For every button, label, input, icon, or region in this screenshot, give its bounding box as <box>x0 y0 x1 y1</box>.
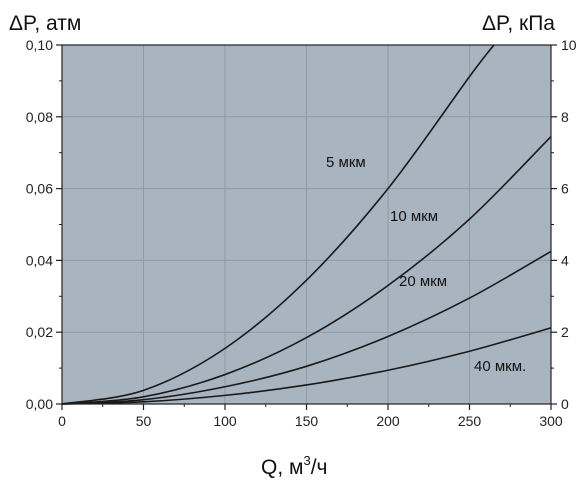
y-axis-right-title: ΔP, кПа <box>482 12 555 35</box>
y-right-tick-label: 0 <box>561 396 569 412</box>
x-tick-label: 200 <box>376 413 400 429</box>
series-label-3: 20 мкм <box>399 273 447 290</box>
y-right-tick-label: 2 <box>561 324 569 340</box>
x-tick-label: 300 <box>539 413 563 429</box>
curves: 5 мкм 10 мкм 20 мкм 40 мкм. <box>61 44 552 405</box>
x-axis-title-main: Q, м <box>261 456 303 479</box>
y-right-tick-label: 8 <box>561 109 569 125</box>
x-tick-label: 100 <box>213 413 237 429</box>
x-axis-title: Q, м3/ч <box>261 453 327 479</box>
y-axis-left-title: ΔP, атм <box>9 12 81 35</box>
series-line-1 <box>61 44 495 405</box>
y-right-tick-label: 4 <box>561 252 569 268</box>
tick-labels: 0 50 100 150 200 250 300 0,00 0 0,02 2 0,04 4 0,06 6 0,… <box>26 37 577 429</box>
series-label-4: 40 мкм. <box>474 358 526 375</box>
y-left-tick-label: 0,00 <box>26 396 53 412</box>
series-label-2: 10 мкм <box>390 208 438 225</box>
x-tick-label: 250 <box>458 413 482 429</box>
grid <box>62 45 551 404</box>
x-axis-title-tail: /ч <box>311 456 328 479</box>
series-line-4 <box>61 327 552 405</box>
y-left-tick-label: 0,06 <box>26 181 53 197</box>
y-left-tick-label: 0,02 <box>26 324 53 340</box>
y-left-tick-label: 0,10 <box>26 37 53 53</box>
series-line-2 <box>61 135 552 405</box>
x-tick-label: 50 <box>136 413 152 429</box>
y-left-tick-label: 0,08 <box>26 109 53 125</box>
y-left-tick-label: 0,04 <box>26 252 53 268</box>
x-tick-label: 0 <box>58 413 66 429</box>
x-axis-title-superscript: 3 <box>303 453 310 468</box>
axis-ticks <box>56 44 557 410</box>
series-line-3 <box>61 250 552 405</box>
y-right-tick-label: 10 <box>561 37 577 53</box>
y-right-tick-label: 6 <box>561 181 569 197</box>
x-tick-label: 150 <box>295 413 319 429</box>
series-label-1: 5 мкм <box>326 154 366 171</box>
